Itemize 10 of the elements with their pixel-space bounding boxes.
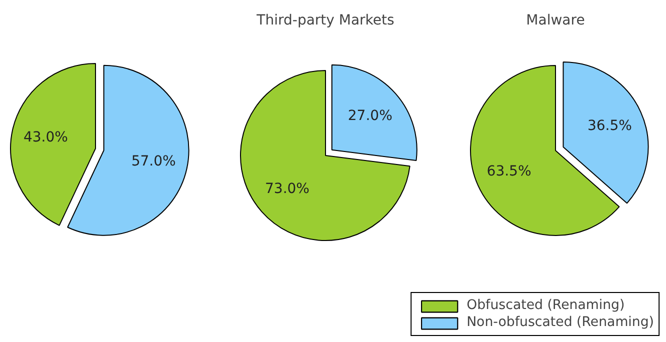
chart-title: Malware <box>526 12 585 28</box>
data-label: 27.0% <box>348 108 392 124</box>
data-label: 73.0% <box>265 181 310 198</box>
chart-title: Third-party Markets <box>256 12 394 28</box>
data-label: 63.5% <box>486 163 532 180</box>
legend-label: Obfuscated (Renaming) <box>466 298 625 313</box>
data-label: 57.0% <box>131 153 176 170</box>
data-label: 36.5% <box>587 118 632 134</box>
legend-label: Non-obfuscated (Renaming) <box>466 315 654 330</box>
data-label: 43.0% <box>23 129 68 146</box>
